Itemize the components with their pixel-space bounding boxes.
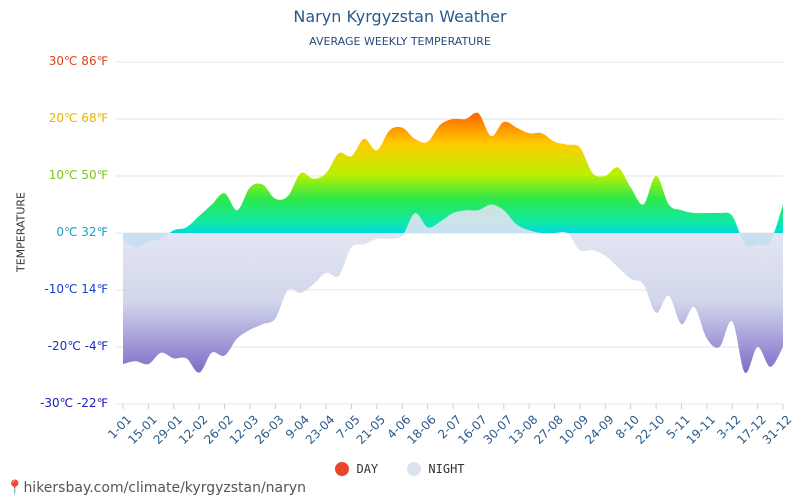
legend-night[interactable]: NIGHT	[407, 462, 465, 476]
source-link[interactable]: 📍hikersbay.com/climate/kyrgyzstan/naryn	[6, 480, 306, 496]
source-text: hikersbay.com/climate/kyrgyzstan/naryn	[23, 480, 307, 496]
y-axis-title: TEMPERATURE	[14, 192, 28, 272]
y-tick-label: 30℃ 86℉	[48, 54, 108, 68]
legend-day-label: DAY	[356, 462, 379, 476]
chart-subtitle: AVERAGE WEEKLY TEMPERATURE	[309, 35, 491, 48]
x-tick-label: 22-10	[633, 412, 668, 447]
x-tick-label: 26-03	[252, 412, 287, 447]
y-tick-label: -30℃ -22℉	[40, 396, 108, 410]
y-tick-label: 20℃ 68℉	[48, 111, 108, 125]
x-tick-label: 24-09	[582, 412, 617, 447]
legend-day[interactable]: DAY	[335, 462, 378, 476]
x-tick-label: 19-11	[684, 412, 719, 447]
x-tick-label: 21-05	[354, 412, 389, 447]
x-tick-label: 31-12	[760, 412, 795, 447]
day-temperature-area	[123, 112, 783, 248]
chart-title: Naryn Kyrgyzstan Weather	[293, 7, 507, 26]
night-color-dot	[407, 462, 422, 476]
y-tick-label: 10℃ 50℉	[48, 168, 108, 182]
x-tick-label: 23-04	[303, 412, 338, 447]
night-temperature-area	[123, 204, 783, 374]
day-color-dot	[335, 462, 350, 476]
y-tick-label: -20℃ -4℉	[47, 339, 108, 353]
location-pin-icon: 📍	[6, 480, 24, 496]
x-tick-label: 18-06	[404, 412, 439, 447]
y-tick-label: 0℃ 32℉	[56, 225, 108, 239]
y-tick-label: -10℃ 14℉	[44, 282, 108, 296]
x-axis-tick-labels: 1-0115-0129-0112-0226-0212-0326-039-0423…	[105, 404, 794, 447]
legend: DAY NIGHT	[0, 462, 800, 479]
legend-night-label: NIGHT	[428, 462, 465, 476]
